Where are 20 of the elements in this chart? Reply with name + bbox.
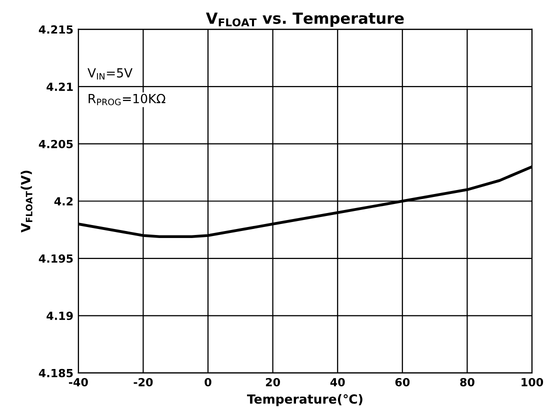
y-tick-label: 4.195 bbox=[38, 254, 73, 263]
x-tick-label: -40 bbox=[68, 378, 88, 386]
y-tick-label: 4.185 bbox=[38, 368, 73, 378]
x-tick-label: 20 bbox=[266, 378, 280, 386]
x-tick-label: 0 bbox=[204, 378, 212, 386]
x-tick-label: 80 bbox=[460, 378, 474, 386]
x-axis-title: Temperature(℃) bbox=[247, 394, 362, 406]
chart-title: V$_{FLOAT}$ vs. Temperature bbox=[206, 12, 404, 27]
annotation: V$_{IN}$=5V bbox=[88, 68, 132, 80]
y-axis-title: V$_{FLOAT}$(V) bbox=[20, 170, 32, 233]
x-tick-label: 100 bbox=[522, 378, 544, 386]
y-tick-label: 4.215 bbox=[38, 25, 73, 34]
y-tick-label: 4.2 bbox=[54, 197, 73, 206]
x-tick-label: -20 bbox=[134, 378, 153, 386]
y-tick-label: 4.21 bbox=[46, 82, 73, 91]
annotation: R$_{PROG}$=10KΩ bbox=[88, 94, 166, 106]
x-tick-label: 40 bbox=[330, 378, 345, 386]
y-tick-label: 4.205 bbox=[38, 140, 73, 148]
y-tick-label: 4.19 bbox=[46, 312, 73, 320]
x-tick-label: 60 bbox=[395, 378, 410, 386]
